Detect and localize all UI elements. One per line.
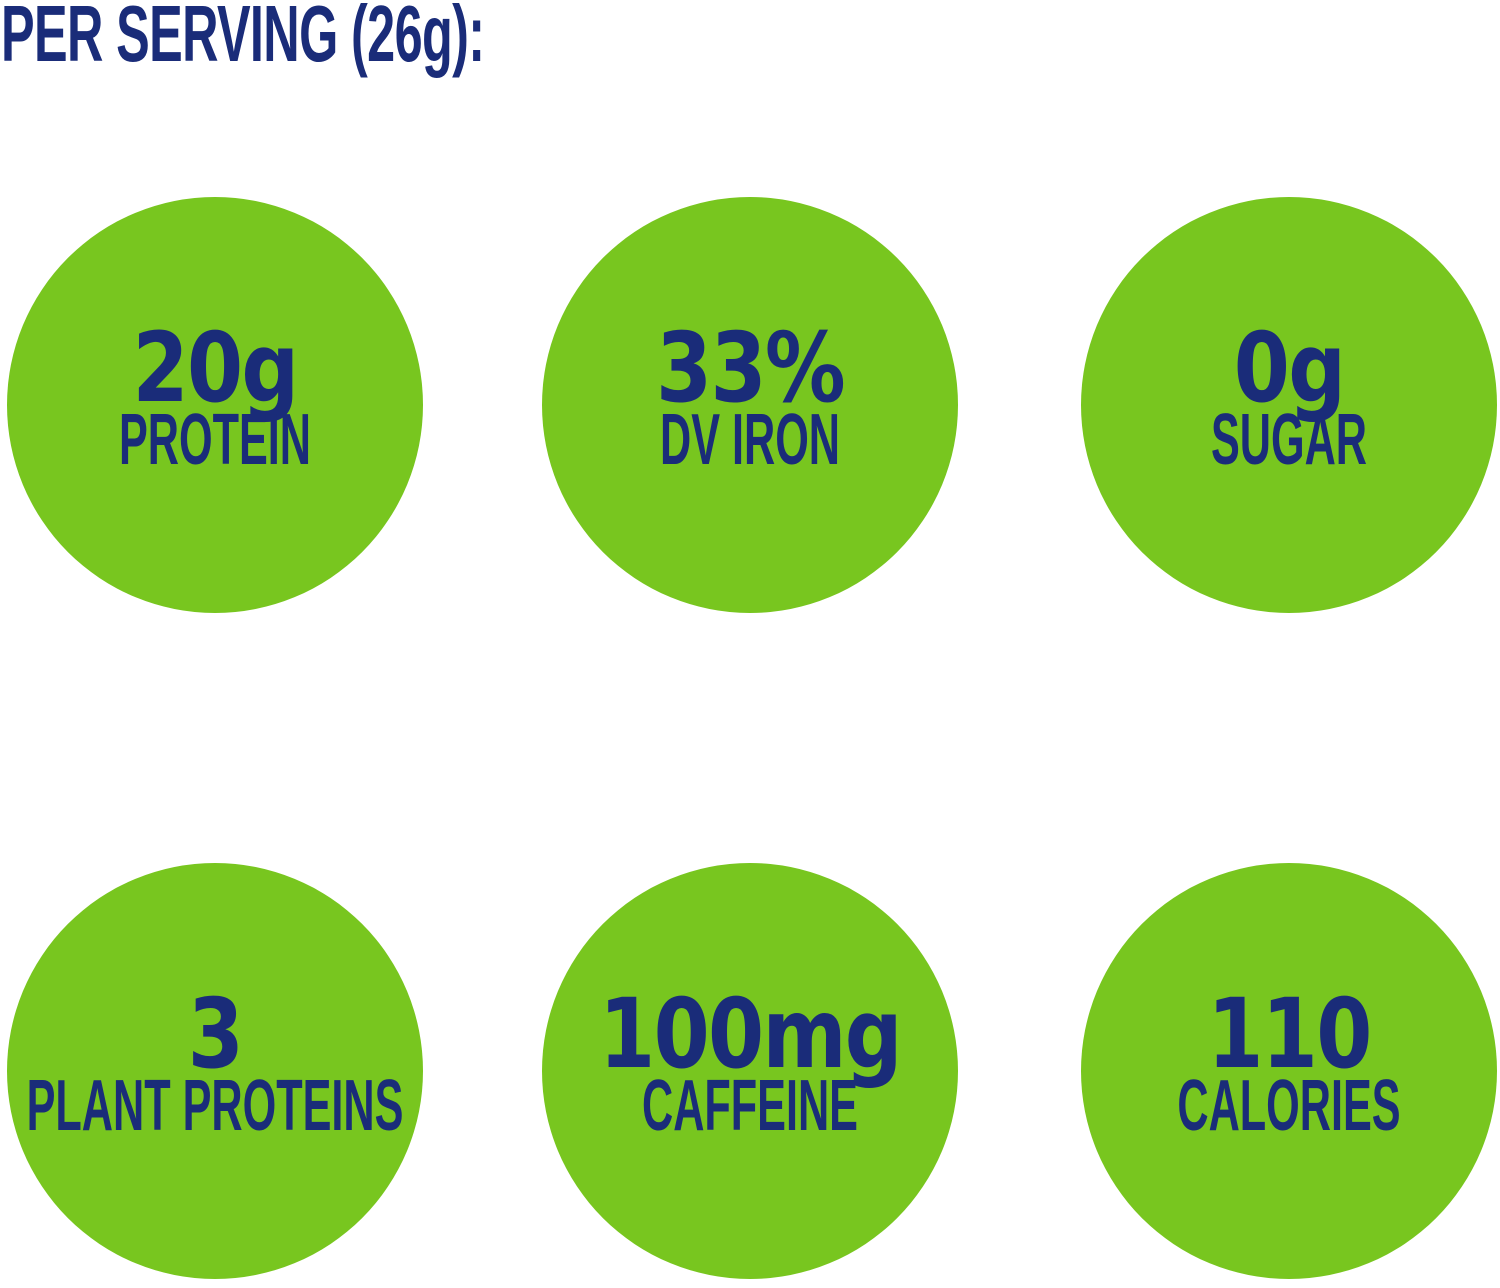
stat-value: 3	[187, 977, 244, 1090]
stat-circle-plant-proteins: 3 PLANT PROTEINS	[7, 863, 423, 1279]
stat-label: CAFFEINE	[642, 1066, 858, 1147]
stat-circle-dv-iron: 33% DV IRON	[542, 197, 958, 613]
stat-circle-protein: 20g PROTEIN	[7, 197, 423, 613]
stat-circle-calories: 110 CALORIES	[1081, 863, 1497, 1279]
stat-label: PLANT PROTEINS	[26, 1066, 404, 1147]
stat-label: PROTEIN	[118, 400, 312, 481]
stat-label: CALORIES	[1177, 1066, 1401, 1147]
stat-value: 33%	[656, 311, 846, 424]
stat-value: 110	[1207, 977, 1372, 1090]
stat-circle-sugar: 0g SUGAR	[1081, 197, 1497, 613]
stat-value: 20g	[132, 311, 300, 424]
stat-value: 0g	[1233, 311, 1346, 424]
per-serving-heading: PER SERVING (26g):	[1, 0, 485, 78]
stat-value: 100mg	[599, 977, 902, 1090]
stat-circle-caffeine: 100mg CAFFEINE	[542, 863, 958, 1279]
stat-label: DV IRON	[659, 400, 841, 481]
stat-label: SUGAR	[1210, 400, 1368, 481]
